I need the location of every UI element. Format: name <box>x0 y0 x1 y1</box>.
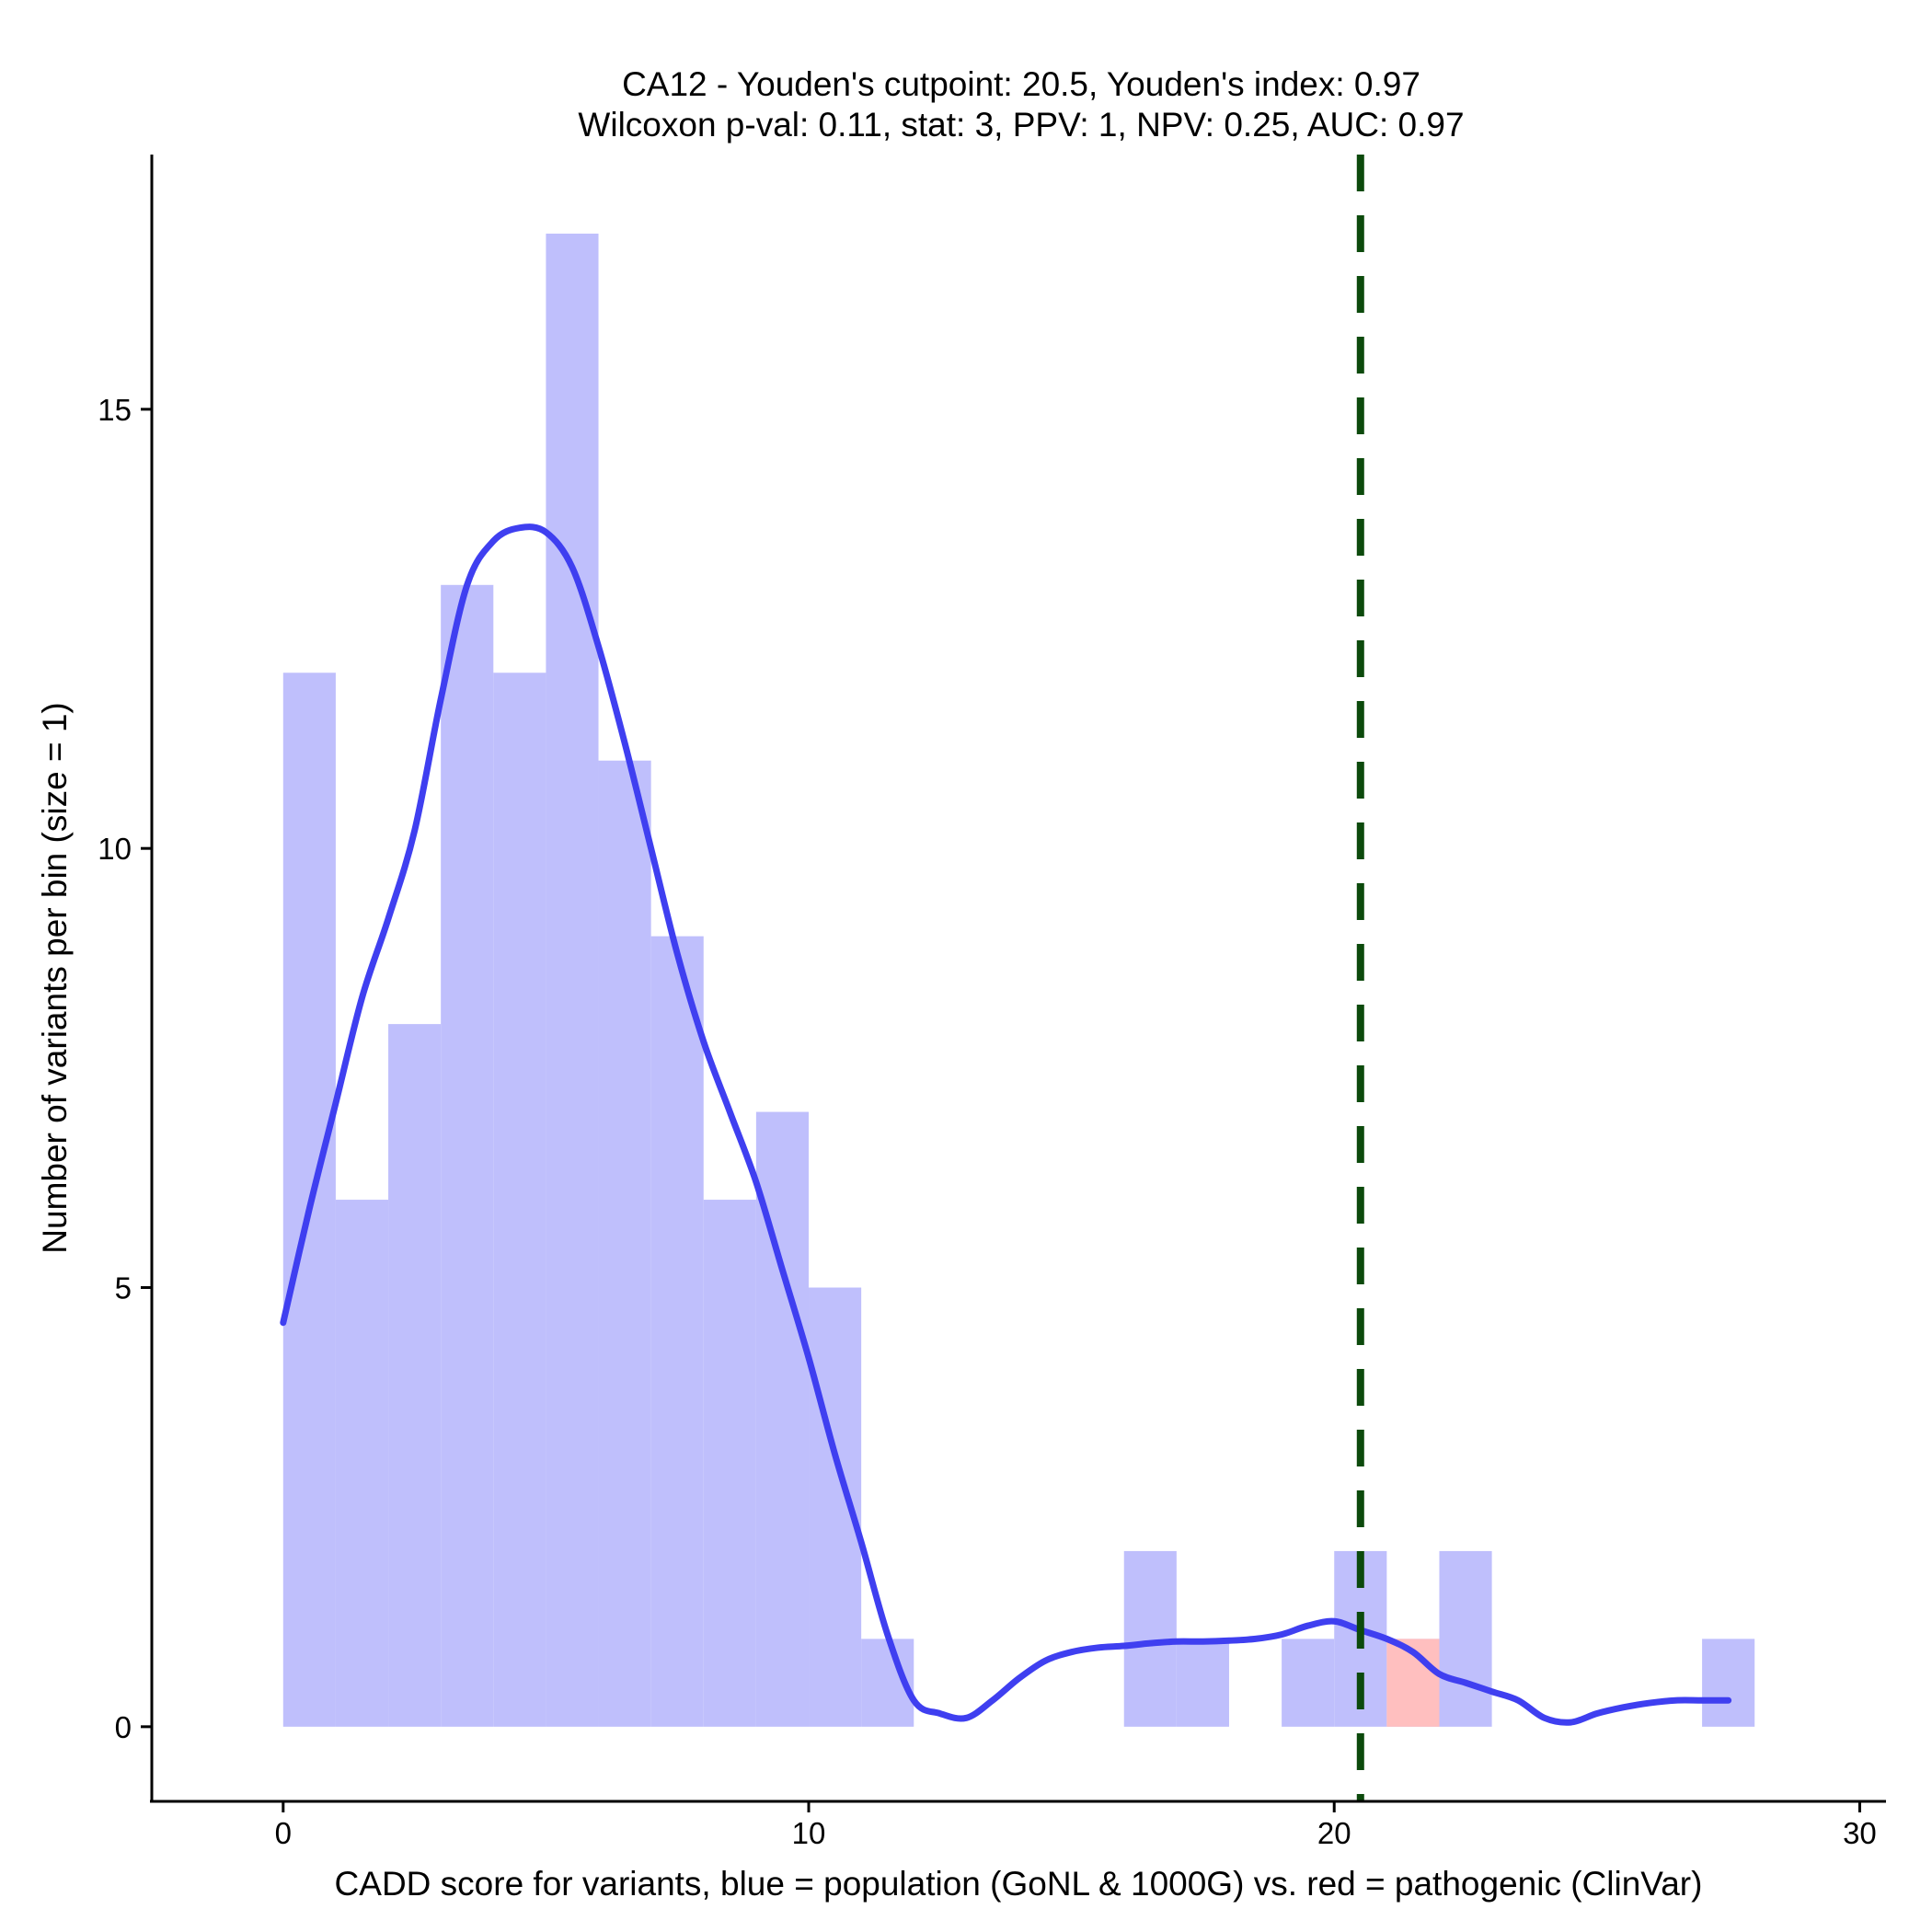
y-axis-ticks: 0 5 10 15 <box>98 393 152 1744</box>
population-bar <box>598 760 651 1727</box>
population-bar <box>1702 1639 1755 1727</box>
y-tick-label: 5 <box>115 1271 132 1305</box>
x-axis-ticks: 0 10 20 30 <box>275 1801 1877 1850</box>
population-bar <box>335 1200 389 1727</box>
x-axis-label: CADD score for variants, blue = populati… <box>335 1865 1703 1903</box>
population-bar <box>703 1200 756 1727</box>
population-bar <box>493 673 546 1727</box>
population-bars <box>282 233 1755 1727</box>
population-bar <box>650 936 704 1727</box>
density-curve <box>280 523 1732 1726</box>
population-bar <box>441 584 494 1727</box>
x-tick-label: 30 <box>1843 1816 1877 1850</box>
y-tick-label: 0 <box>115 1710 132 1744</box>
population-bar <box>546 233 599 1727</box>
x-tick-label: 10 <box>792 1816 826 1850</box>
y-tick-label: 15 <box>98 393 132 427</box>
population-bar <box>1439 1550 1492 1727</box>
population-bar <box>1282 1639 1335 1727</box>
population-bar <box>1176 1639 1229 1727</box>
population-bar <box>388 1024 442 1727</box>
x-tick-label: 20 <box>1317 1816 1351 1850</box>
x-tick-label: 0 <box>275 1816 292 1850</box>
chart-subtitle: Wilcoxon p-val: 0.11, stat: 3, PPV: 1, N… <box>578 106 1464 144</box>
y-axis-label: Number of variants per bin (size = 1) <box>36 702 74 1253</box>
y-tick-label: 10 <box>98 832 132 866</box>
chart-title: CA12 - Youden's cutpoint: 20.5, Youden's… <box>622 65 1420 103</box>
